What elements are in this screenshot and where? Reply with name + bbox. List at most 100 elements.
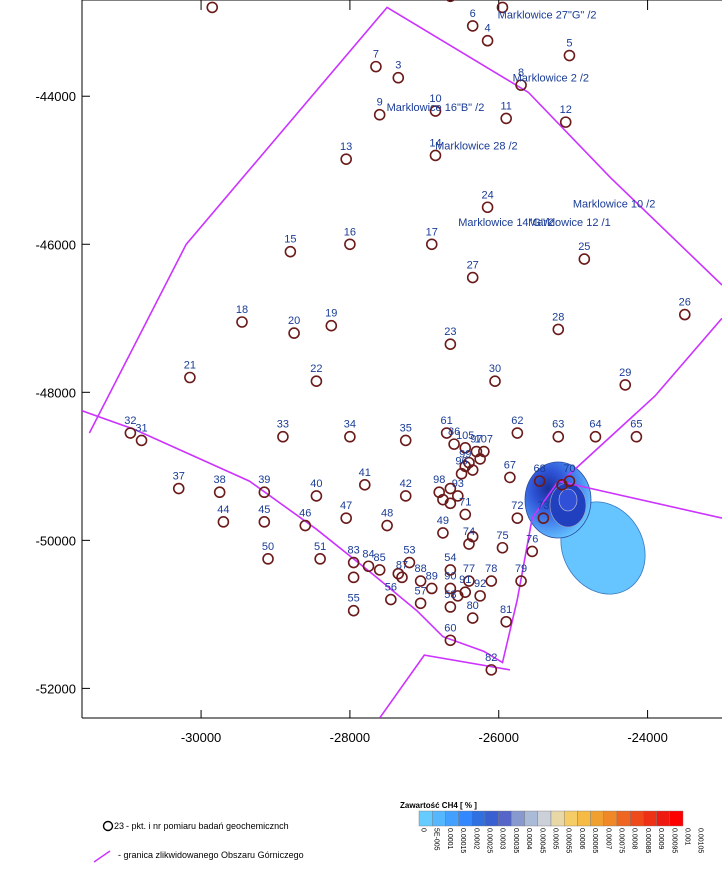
measurement-point: [496, 541, 509, 554]
colorbar-tick-label: 0.0004: [525, 828, 532, 850]
point-number-label: 7: [373, 49, 379, 61]
point-number-label: 18: [236, 304, 248, 316]
colorbar-tick-label: 0.00095: [670, 828, 677, 853]
point-number-label: 21: [184, 360, 196, 372]
x-tick-label: -28000: [330, 730, 370, 745]
measurement-point-unlabeled: [556, 479, 568, 491]
measurement-point: [578, 253, 591, 265]
point-number-label: 49: [437, 515, 449, 527]
measurement-point: [370, 60, 382, 73]
measurement-point: [284, 245, 297, 258]
colorbar: Zawartość CH4 [ % ] 0 5E-005 0.0001 0.00015…: [400, 801, 704, 853]
y-axis-ticks: -44000 -46000 -48000 -50000 -52000: [36, 89, 90, 696]
measurement-point: [459, 442, 472, 454]
colorbar-tick-label: 0.0001: [446, 828, 453, 850]
point-number-label: 47: [340, 500, 352, 512]
point-number-label: 63: [552, 419, 564, 431]
point-number-label: 8: [518, 67, 524, 79]
point-number-label: 60: [444, 622, 456, 634]
point-number-label: 12: [560, 104, 572, 116]
point-number-label: 92: [474, 578, 486, 590]
legend-point-symbol: [102, 820, 114, 832]
point-number-label: 25: [578, 241, 590, 253]
point-number-label: 98: [433, 474, 445, 486]
point-number-label: 78: [485, 563, 497, 575]
point-number-label: 67: [504, 459, 516, 471]
y-tick-label: -48000: [36, 385, 76, 400]
measurement-point: [362, 560, 375, 573]
measurement-point: [459, 508, 472, 521]
point-number-label: 73: [537, 500, 549, 512]
measurement-point: [489, 375, 501, 388]
point-number-label: 99: [459, 448, 471, 460]
measurement-point: [172, 482, 185, 495]
point-number-label: 93: [452, 478, 464, 490]
measurement-point: [485, 575, 498, 587]
point-number-label: 64: [589, 419, 601, 431]
point-number-label: 51: [314, 541, 326, 553]
colorbar-tick-label: 5E-005: [433, 828, 440, 851]
colorbar-swatch: [418, 810, 433, 827]
point-number-label: 76: [526, 533, 538, 545]
legend-line-symbol: [93, 850, 111, 863]
point-number-label: 45: [258, 504, 270, 516]
measurement-point: [444, 634, 457, 647]
point-number-label: 17: [426, 226, 438, 238]
measurement-point: [466, 612, 479, 624]
legend-point-sample: 23: [114, 821, 124, 831]
place-label: Marklowice 2 /2: [513, 72, 589, 84]
x-tick-label: -24000: [627, 730, 667, 745]
place-labels: Marklowice 27"G" /2 Marklowice 2 /2 Marklo…: [387, 10, 656, 229]
measurement-point: [347, 556, 360, 569]
point-number-label: 15: [284, 234, 296, 246]
y-tick-label: -44000: [36, 89, 76, 104]
colorbar-title: Zawartość CH4 [ % ]: [400, 801, 477, 810]
measurement-point: [385, 593, 397, 606]
point-number-label: 87: [396, 559, 408, 571]
point-number-label: 56: [385, 582, 397, 594]
boundary-line-east: [561, 317, 722, 482]
point-number-label: 33: [277, 419, 289, 431]
legend: 23 - pkt. i nr pomiaru badań geochemiczn…: [93, 820, 304, 863]
point-number-label: 29: [619, 367, 631, 379]
y-tick-label: -52000: [36, 681, 76, 696]
colorbar-tick-label: 0.0006: [578, 828, 585, 850]
point-number-label: 9: [377, 97, 383, 109]
measurement-point: [373, 564, 386, 576]
point-number-label: 44: [217, 504, 229, 516]
measurement-point: [135, 434, 148, 447]
measurement-point-unlabeled: [206, 1, 219, 14]
measurement-point: [552, 430, 565, 443]
measurement-point: [340, 153, 352, 165]
measurement-point: [325, 319, 338, 332]
point-number-label: 74: [463, 526, 475, 538]
measurement-points: [124, 0, 691, 676]
point-number-label: 97: [470, 434, 482, 446]
measurement-point-unlabeled: [452, 590, 464, 602]
point-number-label: 68: [534, 463, 546, 475]
measurement-point: [515, 79, 527, 91]
colorbar-swatch: [432, 810, 446, 827]
colorbar-swatch: [643, 810, 657, 827]
colorbar-swatch: [484, 810, 499, 827]
measurement-point: [184, 371, 196, 384]
measurement-point: [481, 201, 494, 214]
measurement-point: [429, 105, 442, 117]
measurement-point: [437, 527, 449, 539]
colorbar-swatches: [418, 810, 684, 827]
measurement-point: [258, 516, 271, 528]
colorbar-tick-label: 0.0005: [552, 828, 559, 850]
point-number-label: 65: [630, 419, 642, 431]
measurement-point: [504, 471, 516, 484]
point-number-label: 105: [456, 430, 474, 442]
measurement-point: [444, 601, 457, 613]
measurement-point: [425, 238, 438, 251]
colorbar-swatch: [471, 810, 486, 827]
boundary-line-upper: [88, 6, 722, 434]
colorbar-tick-label: 0.00065: [591, 828, 598, 853]
colorbar-tick-label: 0.00105: [697, 828, 704, 853]
measurement-point: [414, 575, 427, 587]
point-number-label: 50: [262, 541, 274, 553]
measurement-point-unlabeled: [444, 497, 457, 510]
